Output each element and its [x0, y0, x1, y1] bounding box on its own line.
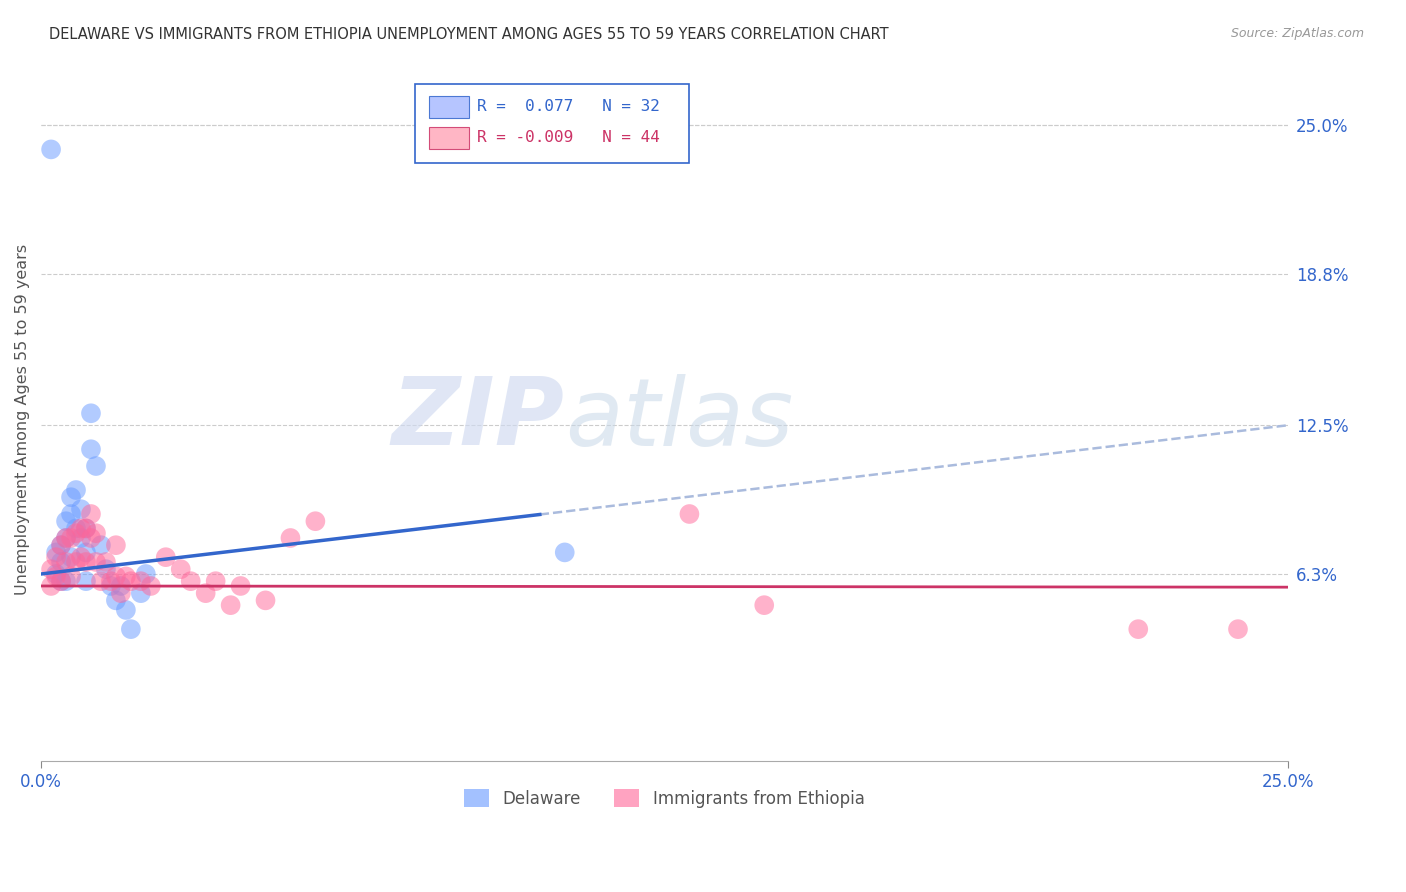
Legend: Delaware, Immigrants from Ethiopia: Delaware, Immigrants from Ethiopia: [458, 783, 872, 814]
Point: [254, 593, 277, 607]
Point: [94, 562, 117, 576]
Point: [49, 538, 72, 552]
Point: [65, 526, 87, 541]
Point: [115, 569, 138, 583]
Point: [129, 586, 152, 600]
Point: [49, 538, 72, 552]
Point: [104, 569, 127, 583]
Point: [135, 566, 157, 581]
Point: [75, 574, 97, 589]
Point: [70, 521, 93, 535]
Point: [280, 531, 302, 545]
Point: [60, 569, 83, 583]
Point: [229, 579, 252, 593]
Point: [70, 550, 93, 565]
Point: [80, 507, 103, 521]
Point: [204, 574, 226, 589]
Point: [55, 574, 77, 589]
Point: [80, 531, 103, 545]
Point: [55, 514, 77, 528]
Point: [180, 574, 202, 589]
Point: [65, 521, 87, 535]
Point: [1128, 622, 1150, 636]
FancyBboxPatch shape: [429, 127, 468, 149]
Point: [45, 566, 67, 581]
FancyBboxPatch shape: [415, 84, 689, 163]
Point: [49, 574, 72, 589]
Point: [754, 598, 776, 612]
Point: [75, 545, 97, 559]
Point: [70, 502, 93, 516]
Text: R =  0.077   N = 32: R = 0.077 N = 32: [478, 99, 661, 114]
Point: [60, 490, 83, 504]
Point: [90, 574, 112, 589]
Point: [39, 579, 62, 593]
Point: [75, 555, 97, 569]
Point: [100, 579, 122, 593]
Point: [49, 574, 72, 589]
Point: [110, 579, 132, 593]
Text: ZIP: ZIP: [392, 373, 565, 466]
Point: [39, 142, 62, 156]
Point: [104, 538, 127, 552]
Point: [194, 586, 217, 600]
Point: [304, 514, 326, 528]
Point: [219, 598, 242, 612]
Point: [120, 622, 142, 636]
Point: [129, 574, 152, 589]
Point: [55, 555, 77, 569]
Point: [110, 586, 132, 600]
Point: [80, 442, 103, 457]
Point: [104, 593, 127, 607]
Point: [45, 569, 67, 583]
Point: [39, 562, 62, 576]
Point: [155, 550, 177, 565]
Point: [45, 545, 67, 559]
Point: [84, 555, 107, 569]
Point: [94, 555, 117, 569]
Y-axis label: Unemployment Among Ages 55 to 59 years: Unemployment Among Ages 55 to 59 years: [15, 244, 30, 595]
Point: [65, 555, 87, 569]
Point: [1227, 622, 1250, 636]
FancyBboxPatch shape: [429, 96, 468, 118]
Point: [60, 531, 83, 545]
Point: [60, 550, 83, 565]
Point: [80, 406, 103, 420]
Point: [678, 507, 700, 521]
Point: [65, 483, 87, 497]
Text: Source: ZipAtlas.com: Source: ZipAtlas.com: [1230, 27, 1364, 40]
Point: [120, 574, 142, 589]
Point: [75, 521, 97, 535]
Point: [170, 562, 193, 576]
Point: [70, 531, 93, 545]
Point: [84, 526, 107, 541]
Point: [100, 574, 122, 589]
Point: [115, 603, 138, 617]
Point: [554, 545, 576, 559]
Point: [45, 550, 67, 565]
Point: [139, 579, 162, 593]
Point: [84, 458, 107, 473]
Point: [75, 521, 97, 535]
Point: [60, 507, 83, 521]
Point: [49, 555, 72, 569]
Point: [90, 538, 112, 552]
Text: DELAWARE VS IMMIGRANTS FROM ETHIOPIA UNEMPLOYMENT AMONG AGES 55 TO 59 YEARS CORR: DELAWARE VS IMMIGRANTS FROM ETHIOPIA UNE…: [49, 27, 889, 42]
Text: R = -0.009   N = 44: R = -0.009 N = 44: [478, 130, 661, 145]
Text: atlas: atlas: [565, 374, 793, 465]
Point: [55, 531, 77, 545]
Point: [55, 531, 77, 545]
